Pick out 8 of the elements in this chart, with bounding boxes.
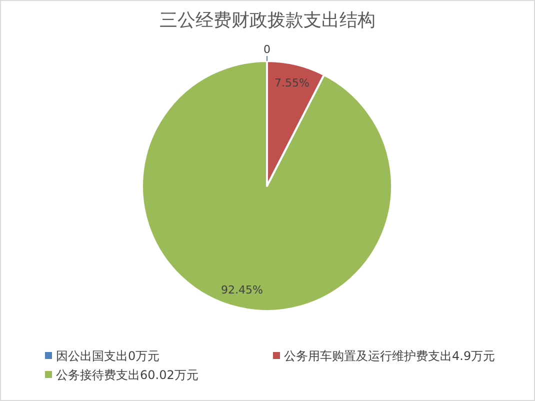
legend-label: 因公出国支出0万元 — [56, 349, 160, 363]
data-label: 92.45% — [221, 283, 264, 296]
pie-slice — [141, 60, 393, 312]
legend-label: 公务接待费支出60.02万元 — [56, 368, 198, 382]
text: 0 — [264, 43, 270, 56]
chart-title: 三公经费财政拨款支出结构 — [160, 10, 376, 31]
legend-label: 公务用车购置及运行维护费支出4.9万元 — [284, 349, 496, 363]
data-label: 7.55% — [274, 76, 310, 90]
